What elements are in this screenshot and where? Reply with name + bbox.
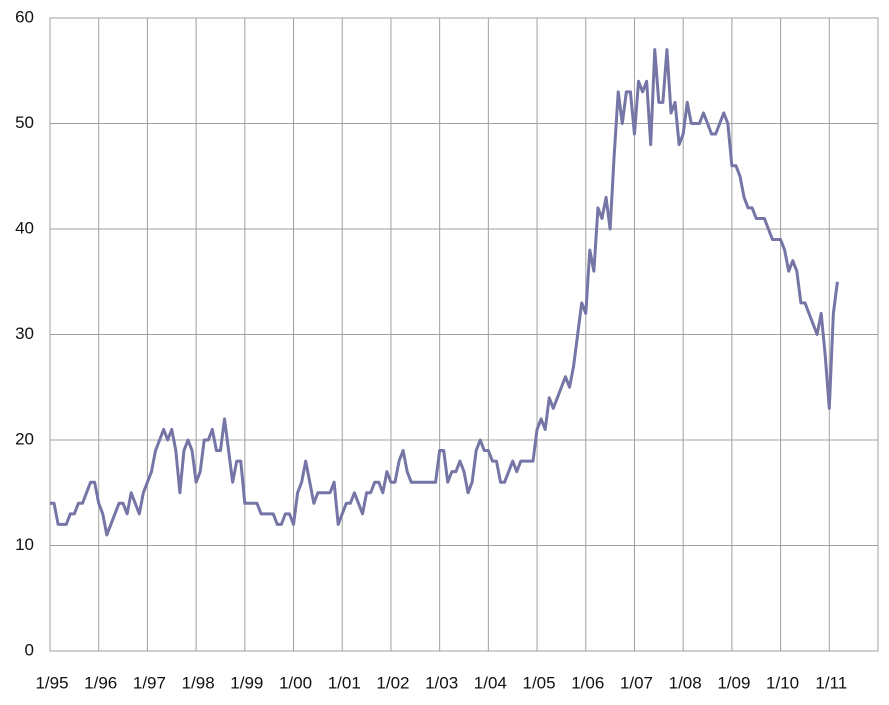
x-tick-label: 1/11	[815, 673, 847, 692]
x-tick-label: 1/02	[376, 673, 409, 692]
x-tick-label: 1/08	[669, 673, 702, 692]
x-tick-label: 1/06	[571, 673, 604, 692]
x-tick-label: 1/00	[279, 673, 312, 692]
x-tick-label: 1/99	[230, 673, 263, 692]
y-tick-label: 30	[15, 324, 34, 343]
x-tick-label: 1/97	[133, 673, 166, 692]
y-tick-label: 20	[15, 429, 34, 448]
x-tick-label: 1/09	[717, 673, 750, 692]
y-tick-label: 40	[15, 218, 34, 237]
x-tick-label: 1/03	[425, 673, 458, 692]
x-tick-label: 1/98	[182, 673, 215, 692]
x-tick-label: 1/07	[620, 673, 653, 692]
x-tick-label: 1/01	[328, 673, 361, 692]
x-tick-label: 1/96	[84, 673, 117, 692]
y-tick-label: 10	[15, 535, 34, 554]
x-tick-label: 1/05	[523, 673, 556, 692]
y-tick-label: 0	[25, 640, 34, 659]
y-tick-label: 60	[15, 7, 34, 26]
y-tick-label: 50	[15, 113, 34, 132]
data-line	[50, 48, 839, 537]
x-tick-label: 1/04	[474, 673, 507, 692]
x-tick-label: 1/95	[35, 673, 68, 692]
x-tick-label: 1/10	[766, 673, 799, 692]
